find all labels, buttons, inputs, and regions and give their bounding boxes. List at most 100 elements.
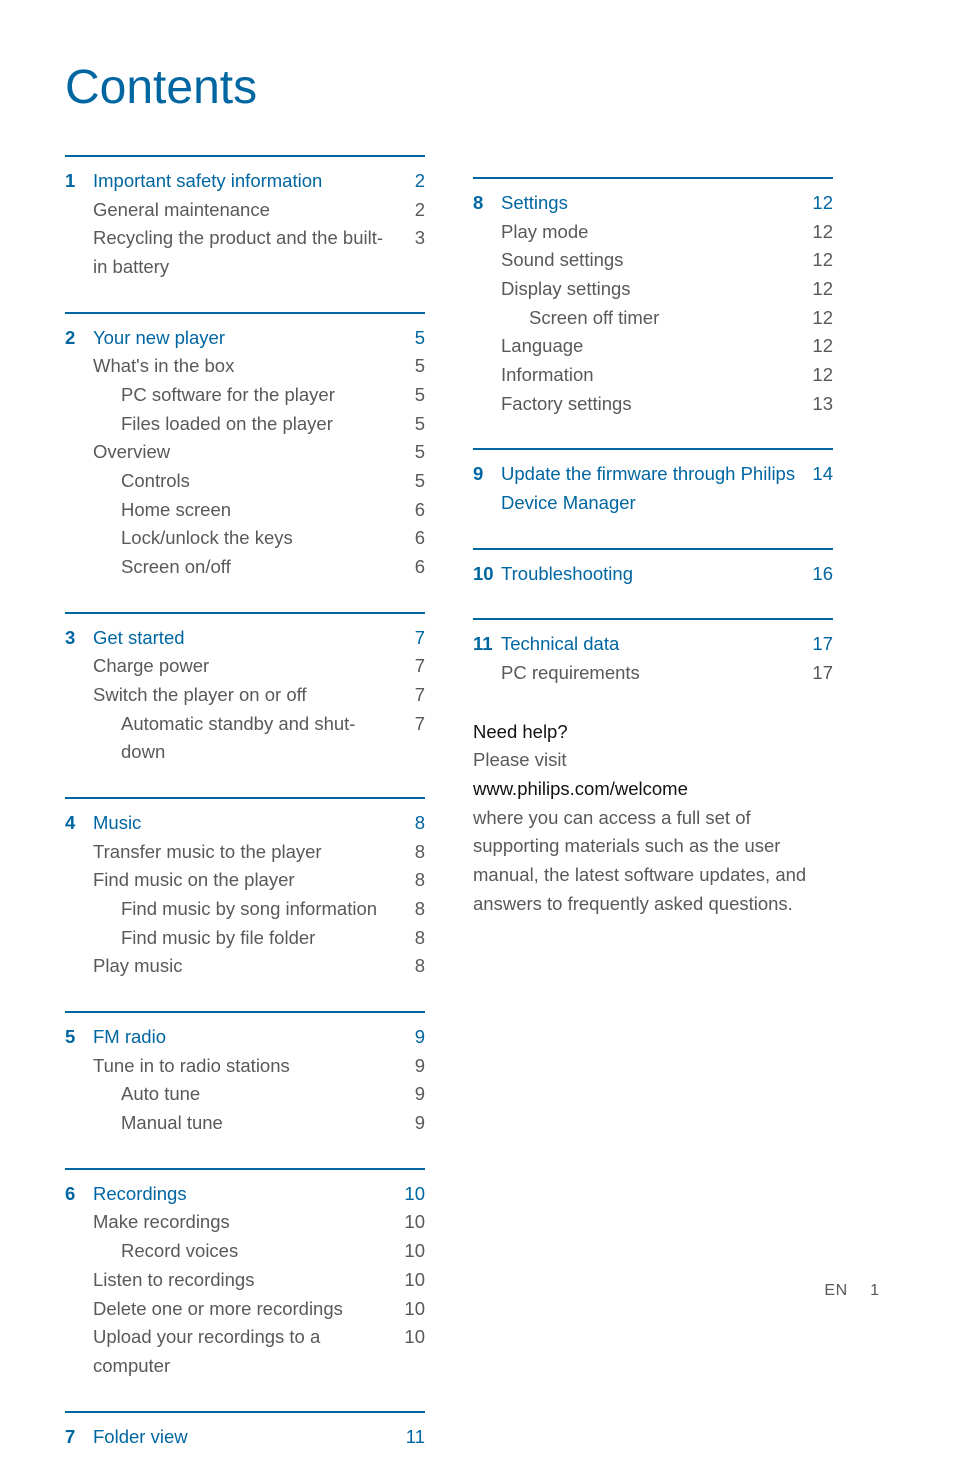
toc-item-page: 9 [403, 1109, 425, 1138]
toc-item-row[interactable]: Transfer music to the player8 [65, 838, 425, 867]
column-left: 1Important safety information2General ma… [65, 155, 425, 1481]
toc-item-page: 10 [403, 1266, 425, 1295]
toc-item-row[interactable]: Find music on the player8 [65, 866, 425, 895]
toc-heading-row[interactable]: 9Update the firmware through Philips Dev… [473, 460, 833, 517]
toc-item-row[interactable]: Tune in to radio stations9 [65, 1052, 425, 1081]
toc-item-row[interactable]: Factory settings13 [473, 390, 833, 419]
toc-item-row[interactable]: What's in the box5 [65, 352, 425, 381]
toc-item-row[interactable]: Automatic standby and shut-down7 [65, 710, 425, 767]
toc-heading-row[interactable]: 5FM radio9 [65, 1023, 425, 1052]
toc-item-label: Home screen [93, 496, 403, 525]
toc-item-page: 12 [811, 275, 833, 304]
toc-item-row[interactable]: Home screen6 [65, 496, 425, 525]
toc-section-title: Recordings [93, 1180, 403, 1209]
toc-section-title: Update the firmware through Philips Devi… [501, 460, 811, 517]
toc-item-row[interactable]: Record voices10 [65, 1237, 425, 1266]
toc-item-row[interactable]: Manual tune9 [65, 1109, 425, 1138]
toc-item-row[interactable]: Screen on/off6 [65, 553, 425, 582]
toc-section-title: Folder view [93, 1423, 403, 1452]
toc-item-page: 12 [811, 246, 833, 275]
toc-item-row[interactable]: Switch the player on or off7 [65, 681, 425, 710]
toc-item-page: 5 [403, 438, 425, 467]
toc-item-row[interactable]: Upload your recordings to a computer10 [65, 1323, 425, 1380]
toc-item-row[interactable]: PC requirements17 [473, 659, 833, 688]
toc-section: 5FM radio9Tune in to radio stations9Auto… [65, 1011, 425, 1138]
toc-item-row[interactable]: Overview5 [65, 438, 425, 467]
toc-item-page: 6 [403, 496, 425, 525]
toc-item-row[interactable]: Make recordings10 [65, 1208, 425, 1237]
toc-section: 9Update the firmware through Philips Dev… [473, 448, 833, 517]
page-title: Contents [65, 60, 889, 115]
toc-item-page: 8 [403, 924, 425, 953]
toc-section-title: Settings [501, 189, 811, 218]
toc-item-page: 12 [811, 361, 833, 390]
toc-item-row[interactable]: Sound settings12 [473, 246, 833, 275]
toc-item-row[interactable]: Controls5 [65, 467, 425, 496]
toc-item-page: 8 [403, 866, 425, 895]
toc-section-page: 7 [403, 624, 425, 653]
toc-section-number: 9 [473, 460, 501, 489]
toc-item-page: 9 [403, 1052, 425, 1081]
toc-item-page: 7 [403, 681, 425, 710]
toc-section: 4Music8Transfer music to the player8Find… [65, 797, 425, 981]
toc-item-page: 2 [403, 196, 425, 225]
toc-item-row[interactable]: Listen to recordings10 [65, 1266, 425, 1295]
toc-item-page: 17 [811, 659, 833, 688]
toc-item-label: Manual tune [93, 1109, 403, 1138]
toc-item-row[interactable]: Display settings12 [473, 275, 833, 304]
toc-item-row[interactable]: Screen off timer12 [473, 304, 833, 333]
toc-heading-row[interactable]: 4Music8 [65, 809, 425, 838]
toc-item-row[interactable]: Find music by file folder8 [65, 924, 425, 953]
toc-item-row[interactable]: PC software for the player5 [65, 381, 425, 410]
toc-item-label: Controls [93, 467, 403, 496]
toc-item-label: Language [501, 332, 811, 361]
toc-section: 11Technical data17PC requirements17 [473, 618, 833, 687]
toc-section-number: 1 [65, 167, 93, 196]
toc-item-page: 8 [403, 895, 425, 924]
toc-item-page: 3 [403, 224, 425, 253]
toc-heading-row[interactable]: 8Settings12 [473, 189, 833, 218]
toc-item-page: 7 [403, 710, 425, 739]
toc-item-row[interactable]: Find music by song information8 [65, 895, 425, 924]
toc-item-label: Tune in to radio stations [93, 1052, 403, 1081]
column-right: 8Settings12Play mode12Sound settings12Di… [473, 155, 833, 1481]
footer-page: 1 [870, 1282, 879, 1299]
toc-item-page: 5 [403, 381, 425, 410]
toc-item-label: Record voices [93, 1237, 403, 1266]
toc-item-page: 8 [403, 838, 425, 867]
toc-section-page: 5 [403, 324, 425, 353]
toc-item-row[interactable]: Charge power7 [65, 652, 425, 681]
toc-item-row[interactable]: Delete one or more recordings10 [65, 1295, 425, 1324]
toc-heading-row[interactable]: 1Important safety information2 [65, 167, 425, 196]
toc-heading-row[interactable]: 7Folder view11 [65, 1423, 425, 1452]
toc-heading-row[interactable]: 2Your new player5 [65, 324, 425, 353]
toc-item-row[interactable]: Play music8 [65, 952, 425, 981]
toc-section-number: 7 [65, 1423, 93, 1452]
toc-section-number: 11 [473, 630, 501, 659]
toc-heading-row[interactable]: 3Get started7 [65, 624, 425, 653]
toc-item-row[interactable]: General maintenance2 [65, 196, 425, 225]
toc-section: 10Troubleshooting16 [473, 548, 833, 589]
toc-item-page: 10 [403, 1237, 425, 1266]
toc-section: 6Recordings10Make recordings10Record voi… [65, 1168, 425, 1381]
toc-heading-row[interactable]: 10Troubleshooting16 [473, 560, 833, 589]
toc-heading-row[interactable]: 6Recordings10 [65, 1180, 425, 1209]
toc-item-label: Make recordings [93, 1208, 403, 1237]
toc-heading-row[interactable]: 11Technical data17 [473, 630, 833, 659]
toc-item-row[interactable]: Language12 [473, 332, 833, 361]
help-url[interactable]: www.philips.com/welcome [473, 775, 833, 804]
toc-item-page: 6 [403, 524, 425, 553]
toc-item-label: Display settings [501, 275, 811, 304]
toc-item-row[interactable]: Files loaded on the player5 [65, 410, 425, 439]
toc-item-row[interactable]: Lock/unlock the keys6 [65, 524, 425, 553]
toc-item-row[interactable]: Recycling the product and the built-in b… [65, 224, 425, 281]
toc-section-title: Troubleshooting [501, 560, 811, 589]
toc-item-row[interactable]: Play mode12 [473, 218, 833, 247]
toc-item-row[interactable]: Auto tune9 [65, 1080, 425, 1109]
toc-section-title: Technical data [501, 630, 811, 659]
toc-item-row[interactable]: Information12 [473, 361, 833, 390]
toc-item-label: General maintenance [93, 196, 403, 225]
toc-section: 8Settings12Play mode12Sound settings12Di… [473, 177, 833, 418]
toc-section-page: 16 [811, 560, 833, 589]
toc-item-label: Transfer music to the player [93, 838, 403, 867]
